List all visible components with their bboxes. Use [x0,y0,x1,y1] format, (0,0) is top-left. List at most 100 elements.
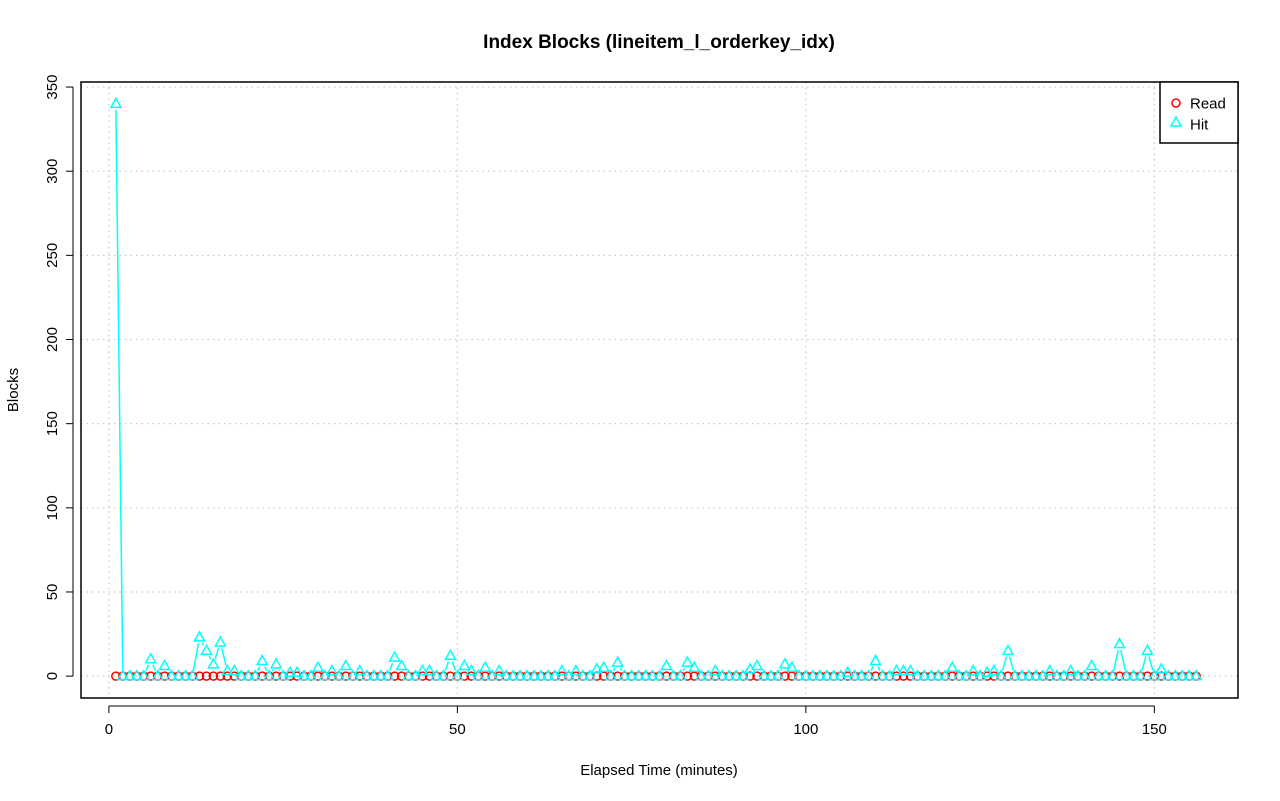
hit-point [653,669,666,681]
hit-point [820,669,834,681]
hit-point [945,660,959,672]
hit-point [297,669,311,681]
hit-point [416,664,429,676]
hit-point [1168,669,1182,681]
hit-point [248,669,262,681]
y-tick-label: 200 [44,327,61,352]
grid [81,82,1238,698]
hit-point [200,643,213,656]
hit-point [1141,643,1154,656]
series-segment [264,666,268,671]
hit-point [527,669,541,681]
hit-point [1078,669,1091,681]
series-segment [278,669,281,672]
hit-point [771,669,785,681]
hit-point [708,664,722,676]
y-tick-label: 50 [44,584,61,601]
series-segment [1113,649,1119,671]
series-segment [451,661,457,671]
hit-point [137,669,151,681]
hit-point [1155,662,1168,674]
hit-point [729,669,743,681]
hit-point [1127,669,1140,681]
hit-point [123,669,137,681]
hit-point [458,658,471,671]
hit-point [430,669,443,681]
hit-point [569,664,583,676]
series-segment [208,655,212,660]
hit-point [869,653,882,666]
hit-point [1106,669,1119,681]
hit-point [262,669,276,681]
hit-point [904,664,917,676]
hit-point [764,669,778,681]
hit-point [952,669,966,681]
hit-point [207,657,220,669]
hit-point [736,669,750,681]
hit-point [1099,669,1112,681]
x-axis-label: Elapsed Time (minutes) [580,762,738,779]
read-point [215,671,226,681]
hit-point [395,658,408,671]
series-segment [612,667,616,672]
hit-point [625,669,638,681]
hit-point [172,669,185,681]
hit-point [269,657,283,669]
hit-point [353,664,367,676]
series-segment [1148,656,1154,671]
hit-point [813,669,827,681]
hit-point [583,669,597,681]
hit-point [228,664,241,676]
series-segment [221,648,227,666]
hit-point [611,655,624,667]
y-tick-label: 250 [44,243,61,268]
hit-point [1092,669,1105,681]
hit-point [451,669,464,681]
hit-point [876,669,889,681]
hit-point [388,650,401,662]
series-segment [780,669,783,672]
legend-hit-marker [1169,115,1183,127]
hit-point [1022,669,1036,681]
hit-point [1064,664,1077,676]
axes: 0 50 100 150 0 50 100 150 200 250 300 350 [44,75,1167,738]
hit-point [506,669,520,681]
hit-point [555,664,569,676]
hit-point [214,635,227,647]
hit-point [632,669,645,681]
read-point [208,671,219,681]
hit-point [778,657,792,669]
hit-point [827,669,841,681]
hit-point [1085,658,1098,671]
hit-point [925,669,938,681]
y-tick-label: 150 [44,411,61,436]
y-tick-label: 350 [44,75,61,100]
series-segment [389,662,394,671]
hit-point [576,669,590,681]
hit-point [339,658,353,671]
series-segment [1001,656,1008,671]
hit-point [381,669,394,681]
x-tick-label: 50 [449,721,466,738]
hit-point [290,665,304,678]
series-segment [152,664,157,671]
y-axis-label: Blocks [5,368,22,412]
hit-point [478,660,492,672]
hit-point [283,665,297,678]
hit-point [158,658,171,671]
hit-point [646,669,659,681]
hit-point [165,669,178,681]
hit-point [499,669,513,681]
hit-point [360,669,374,681]
hit-point [918,669,931,681]
hit-point [799,669,813,681]
series-segment [214,647,220,659]
series-segment [444,661,450,671]
read-point [201,671,212,681]
hit-point [179,669,192,681]
hit-point [1148,669,1161,681]
hit-point [722,669,736,681]
hit-point [513,669,527,681]
hit-point [604,669,617,681]
series-layer [109,96,1203,681]
